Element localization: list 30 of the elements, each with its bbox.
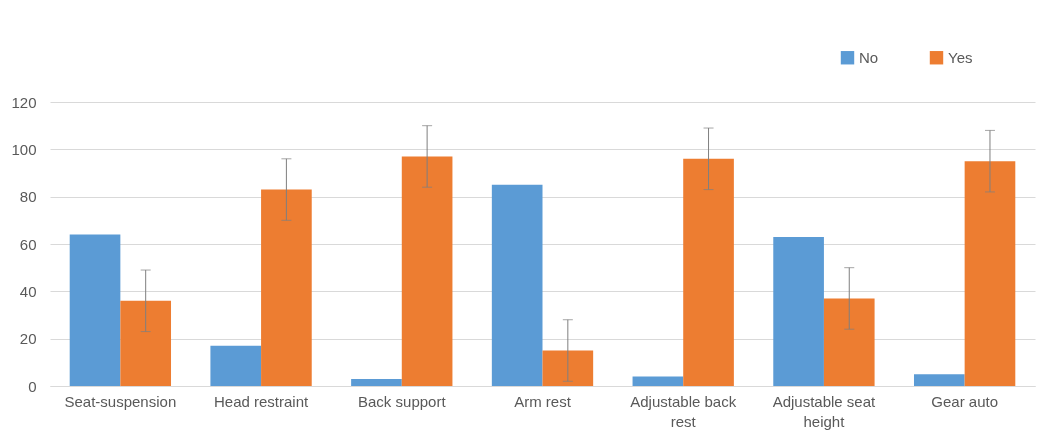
x-tick-label: Gear auto (931, 392, 998, 410)
legend-label: Yes (948, 48, 973, 66)
bar (120, 300, 172, 386)
bar (351, 378, 402, 386)
legend-label: No (859, 48, 879, 66)
x-tick-label: Back support (358, 392, 447, 410)
bar (261, 189, 312, 386)
y-tick-label: 100 (11, 140, 37, 158)
x-tick-label: Arm rest (514, 392, 572, 410)
bar (683, 158, 734, 386)
x-tick-label: Head restraint (213, 392, 310, 410)
x-tick-label: Adjustable back rest (630, 392, 737, 430)
bar (542, 350, 594, 386)
bar (401, 156, 453, 386)
bar (210, 345, 262, 386)
bar (69, 234, 121, 386)
bar (823, 298, 875, 386)
y-tick-label: 80 (19, 188, 37, 206)
bar (773, 236, 824, 386)
bar (964, 161, 1016, 386)
y-tick-label: 120 (11, 93, 37, 111)
y-tick-label: 60 (19, 235, 37, 253)
x-tick-label: Adjustable seat height (772, 392, 877, 430)
y-tick-label: 40 (19, 282, 37, 300)
bar (632, 376, 684, 386)
y-tick-label: 20 (19, 330, 37, 348)
x-tick-label: Seat-suspension (64, 392, 177, 410)
bar (913, 374, 965, 386)
bar (491, 184, 543, 386)
y-tick-label: 0 (28, 377, 37, 395)
